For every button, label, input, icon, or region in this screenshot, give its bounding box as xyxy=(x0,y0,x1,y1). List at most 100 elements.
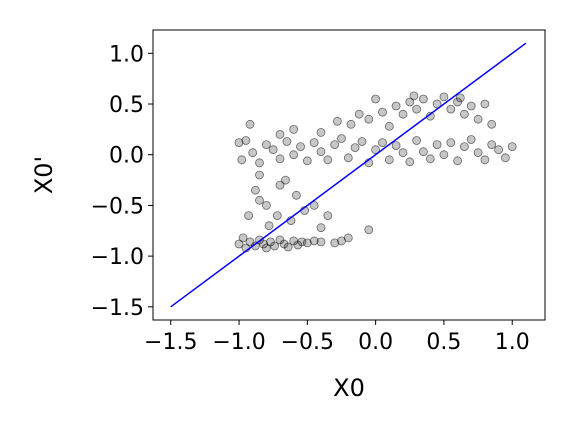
scatter-point xyxy=(268,145,278,155)
scatter-point xyxy=(282,137,292,146)
scatter-point xyxy=(296,142,305,152)
scatter-point xyxy=(283,242,293,252)
scatter-point xyxy=(275,180,285,190)
scatter-point xyxy=(275,129,285,139)
scatter-point xyxy=(412,136,422,145)
scatter-point xyxy=(241,136,251,145)
x-axis-label: X0 xyxy=(333,374,365,402)
reference-line xyxy=(170,42,527,308)
scatter-point xyxy=(245,119,255,129)
scatter-point xyxy=(371,94,381,104)
scatter-point xyxy=(364,114,374,124)
x-tick-label: 0.5 xyxy=(426,330,461,355)
scatter-point xyxy=(409,91,419,101)
scatter-point xyxy=(255,158,264,168)
scatter-point xyxy=(281,175,290,185)
scatter-point xyxy=(357,137,367,146)
scatter-point xyxy=(459,109,469,119)
scatter-point xyxy=(494,145,504,155)
scatter-point xyxy=(330,140,340,150)
scatter-point xyxy=(405,97,415,107)
scatter-point xyxy=(439,150,449,160)
scatter-point xyxy=(453,156,463,166)
scatter-point xyxy=(398,148,408,158)
scatter-point xyxy=(350,143,360,153)
scatter-point xyxy=(255,195,264,205)
scatter-point xyxy=(261,200,271,210)
scatter-point xyxy=(302,156,312,166)
scatter-point xyxy=(323,155,333,165)
scatter-point xyxy=(289,124,299,134)
scatter-point xyxy=(398,109,408,119)
scatter-point xyxy=(332,116,342,126)
scatter-point xyxy=(384,121,394,131)
scatter-point xyxy=(487,119,497,129)
scatter-point xyxy=(261,243,271,253)
scatter-point xyxy=(480,99,490,109)
scatter-point xyxy=(455,93,465,103)
scatter-point xyxy=(384,155,394,165)
scatter-point xyxy=(500,153,510,163)
x-tick-label: −1.5 xyxy=(144,330,197,355)
scatter-point xyxy=(391,101,401,111)
scatter-point xyxy=(354,109,364,119)
scatter-point xyxy=(378,107,387,117)
scatter-point xyxy=(272,211,282,221)
scatter-point xyxy=(378,138,387,148)
scatter-point xyxy=(466,101,476,111)
scatter-point xyxy=(405,157,415,167)
scatter-point xyxy=(309,200,319,210)
scatter-point xyxy=(346,119,356,129)
x-tick-label: −0.5 xyxy=(281,330,334,355)
scatter-point xyxy=(330,238,340,248)
plot-frame xyxy=(152,29,546,321)
y-axis-label: X0' xyxy=(30,156,58,194)
scatter-point xyxy=(473,114,483,124)
scatter-point xyxy=(473,148,483,158)
y-tick-label: −1.0 xyxy=(91,245,144,270)
x-axis: −1.5 −1.0 −0.5 0.0 0.5 1.0 xyxy=(144,320,530,355)
scatter-point xyxy=(439,92,449,102)
scatter-point xyxy=(446,104,456,114)
y-tick-label: 1.0 xyxy=(109,42,144,67)
scatter-point xyxy=(234,138,244,148)
y-tick-label: 0.0 xyxy=(109,144,144,169)
scatter-point xyxy=(487,140,497,150)
scatter-point xyxy=(364,225,374,235)
scatter-point xyxy=(316,147,326,157)
scatter-point xyxy=(425,154,435,164)
scatter-point xyxy=(418,147,428,157)
scatter-point xyxy=(302,238,312,248)
scatter-point xyxy=(291,190,301,200)
scatter-point xyxy=(323,211,333,221)
scatter-point xyxy=(343,233,353,243)
x-tick-label: −1.0 xyxy=(212,330,265,355)
scatter-point xyxy=(432,99,442,109)
scatter-point xyxy=(309,236,319,246)
scatter-point xyxy=(391,141,401,151)
scatter-point xyxy=(250,241,260,251)
scatter-point xyxy=(248,148,258,158)
y-tick-label: −1.5 xyxy=(91,296,144,321)
scatter-point xyxy=(270,241,280,251)
scatter-point xyxy=(289,150,299,160)
scatter-point xyxy=(297,237,307,247)
scatter-point xyxy=(255,170,264,180)
scatter-point xyxy=(234,239,244,249)
scatter-point xyxy=(238,233,248,243)
scatter-point xyxy=(250,185,260,195)
x-tick-label: 1.0 xyxy=(495,330,530,355)
scatter-point xyxy=(480,155,490,165)
scatter-point xyxy=(275,154,285,164)
scatter-point xyxy=(264,221,274,231)
scatter-point xyxy=(244,211,254,221)
scatter-point xyxy=(371,145,381,155)
y-axis: −1.5 −1.0 −0.5 0.0 0.5 1.0 xyxy=(91,42,153,321)
scatter-point xyxy=(412,104,422,114)
scatter-point xyxy=(316,237,326,247)
scatter-point xyxy=(446,138,456,148)
scatter-point xyxy=(343,153,353,163)
scatter-point xyxy=(237,155,247,165)
scatter-point xyxy=(316,223,326,233)
